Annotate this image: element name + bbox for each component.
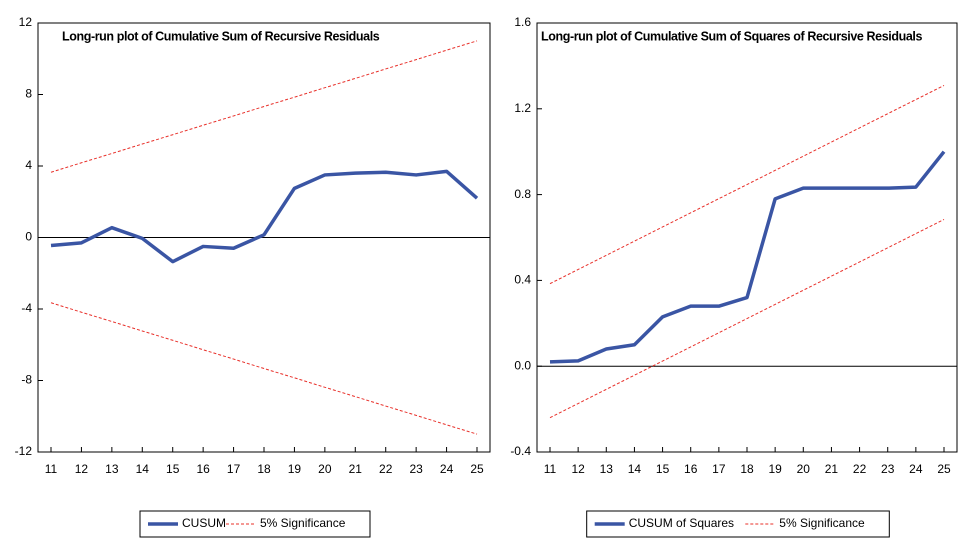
y-tick-label: 4 bbox=[25, 158, 32, 172]
y-tick-label: -4 bbox=[21, 301, 32, 315]
plot-frame bbox=[536, 22, 958, 453]
line bbox=[549, 84, 945, 285]
x-tick-label: 24 bbox=[440, 462, 454, 476]
x-tick-label: 11 bbox=[544, 462, 557, 476]
x-tick-label: 25 bbox=[470, 462, 484, 476]
line bbox=[50, 169, 479, 264]
x-tick-label: 14 bbox=[136, 462, 150, 476]
x-tick-label: 19 bbox=[768, 462, 782, 476]
x-tick-label: 12 bbox=[571, 462, 585, 476]
legend-label: CUSUM bbox=[182, 516, 226, 530]
x-tick-label: 15 bbox=[656, 462, 670, 476]
x-tick-label: 12 bbox=[75, 462, 89, 476]
x-tick-label: 15 bbox=[166, 462, 180, 476]
y-tick-label: 0 bbox=[25, 230, 32, 244]
legend-label: CUSUM of Squares bbox=[629, 516, 734, 530]
x-tick-label: 21 bbox=[825, 462, 839, 476]
x-tick-label: 22 bbox=[379, 462, 393, 476]
y-tick-label: 12 bbox=[19, 15, 33, 29]
line bbox=[50, 302, 478, 435]
legend-label: 5% Significance bbox=[779, 516, 865, 530]
y-tick-label: -8 bbox=[21, 373, 32, 387]
y-tick-label: -0.4 bbox=[510, 444, 531, 458]
line bbox=[50, 40, 478, 173]
y-tick-label: 0.0 bbox=[514, 358, 531, 372]
x-tick-label: 17 bbox=[227, 462, 241, 476]
y-tick-label: 0.4 bbox=[514, 273, 531, 287]
x-tick-label: 14 bbox=[628, 462, 642, 476]
x-tick-label: 13 bbox=[105, 462, 119, 476]
chart-title: Long-run plot of Cumulative Sum of Recur… bbox=[62, 29, 380, 43]
x-tick-label: 19 bbox=[288, 462, 302, 476]
x-tick-label: 21 bbox=[349, 462, 363, 476]
line bbox=[549, 150, 946, 364]
legend-box bbox=[586, 510, 890, 538]
x-tick-label: 22 bbox=[853, 462, 867, 476]
x-tick-label: 20 bbox=[797, 462, 811, 476]
x-tick-label: 23 bbox=[881, 462, 895, 476]
chart-title: Long-run plot of Cumulative Sum of Squar… bbox=[541, 29, 922, 43]
x-tick-label: 17 bbox=[712, 462, 726, 476]
x-tick-label: 23 bbox=[409, 462, 423, 476]
legend-label: 5% Significance bbox=[260, 516, 346, 530]
x-tick-label: 18 bbox=[740, 462, 754, 476]
y-tick-label: -12 bbox=[15, 444, 33, 458]
line bbox=[549, 219, 945, 419]
x-tick-label: 16 bbox=[196, 462, 210, 476]
x-tick-label: 13 bbox=[600, 462, 614, 476]
y-tick-label: 1.2 bbox=[514, 101, 531, 115]
x-tick-label: 25 bbox=[937, 462, 951, 476]
x-tick-label: 24 bbox=[909, 462, 923, 476]
x-tick-label: 16 bbox=[684, 462, 698, 476]
x-tick-label: 20 bbox=[318, 462, 332, 476]
y-tick-label: 0.8 bbox=[514, 187, 531, 201]
legend-box bbox=[139, 510, 371, 538]
y-tick-label: 1.6 bbox=[514, 15, 531, 29]
y-tick-label: 8 bbox=[25, 87, 32, 101]
x-tick-label: 18 bbox=[257, 462, 271, 476]
x-tick-label: 11 bbox=[45, 462, 58, 476]
